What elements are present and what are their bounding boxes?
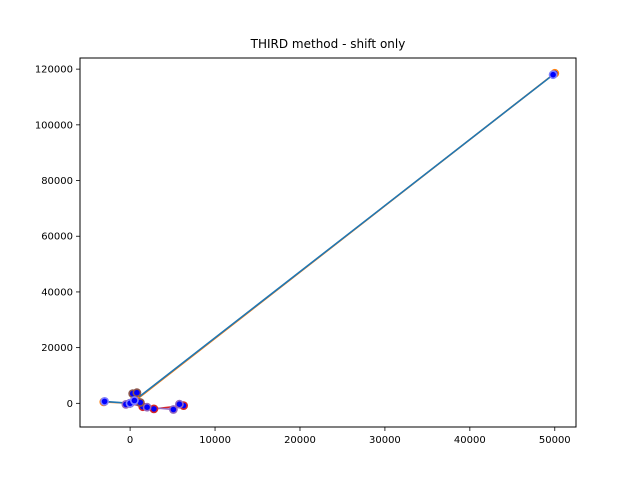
series-2-point [174,399,184,409]
y-tick-label: 20000 [41,343,73,354]
plot-area [99,68,560,414]
x-tick-label: 10000 [199,435,231,446]
series-3-point [132,388,142,398]
y-tick-label: 40000 [41,287,73,298]
x-axis: 0 10000 20000 30000 40000 50000 [127,427,571,446]
series-4-point [129,396,139,405]
y-tick-label: 80000 [41,176,73,187]
series-group [99,68,560,414]
series-4-point [100,396,109,406]
x-tick-label: 40000 [454,435,486,446]
y-tick-label: 0 [67,399,73,410]
x-tick-label: 20000 [284,435,316,446]
y-tick-label: 60000 [41,232,73,243]
x-tick-label: 0 [127,435,133,446]
series-4-point [548,70,558,80]
y-tick-label: 120000 [35,65,73,76]
x-tick-label: 30000 [369,435,401,446]
series-2-point [168,405,178,414]
x-tick-label: 50000 [539,435,571,446]
axes-frame [79,57,577,428]
series-2-point [142,402,152,412]
y-tick-label: 100000 [35,120,73,131]
chart-title: THIRD method - shift only [250,37,406,51]
y-axis: 0 20000 40000 60000 80000 100000 120000 [35,65,80,410]
